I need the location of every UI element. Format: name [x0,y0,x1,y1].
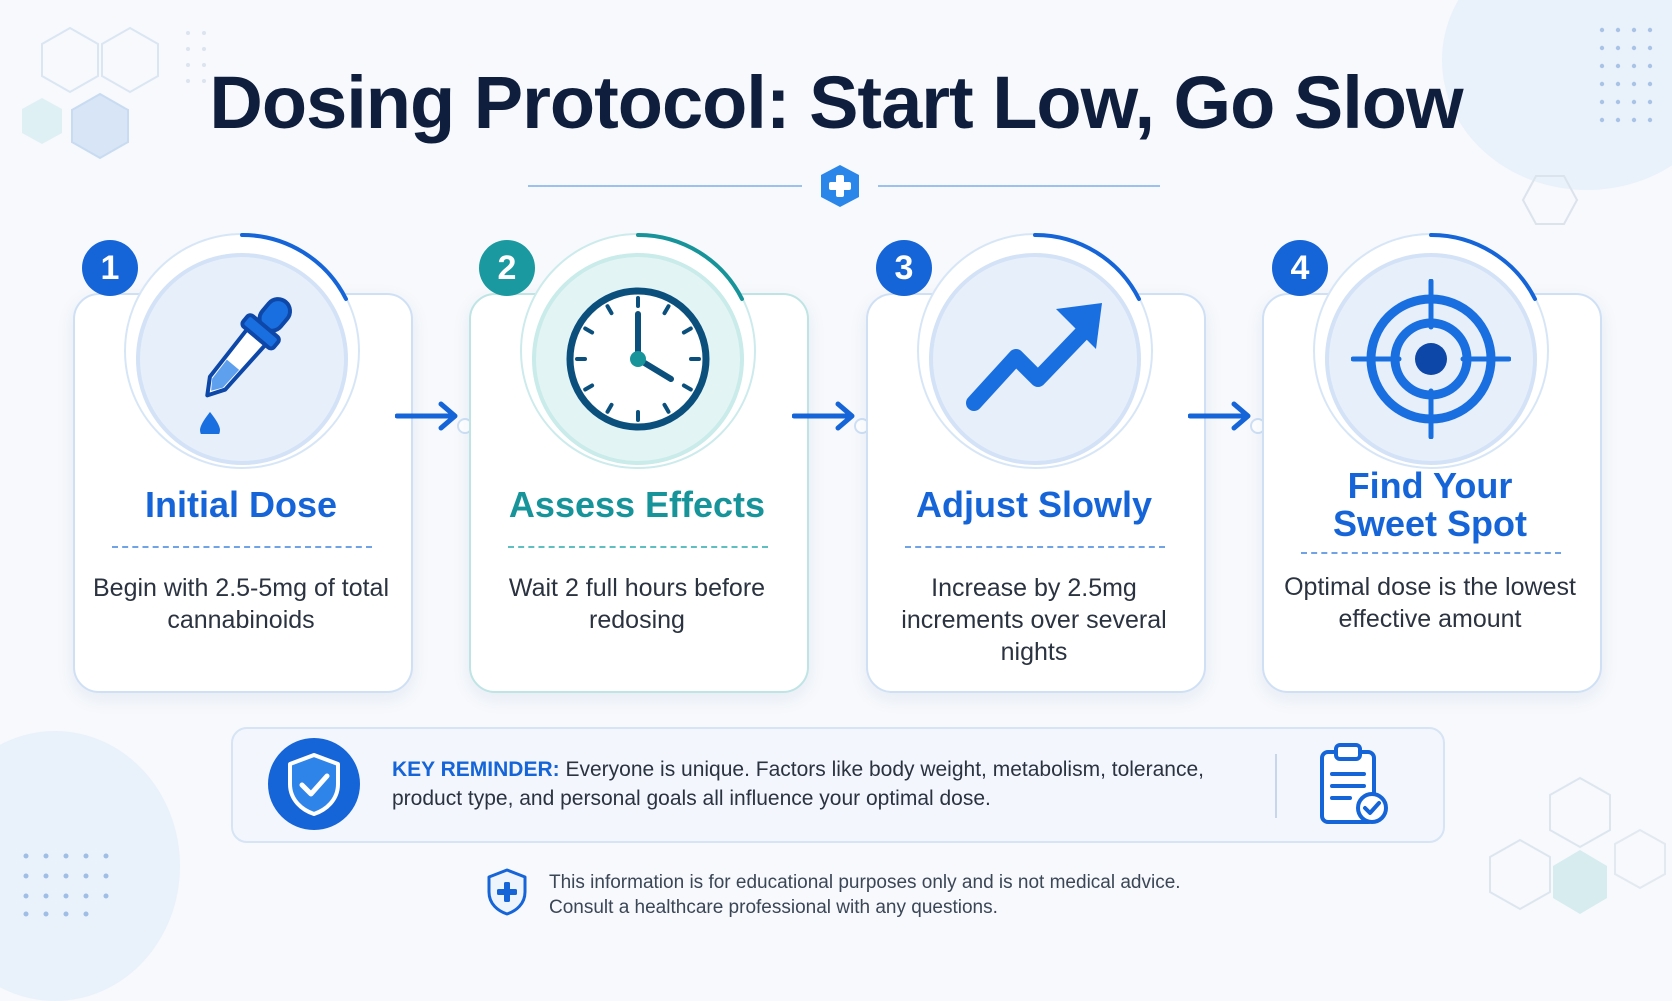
medical-cross-badge-icon [821,165,859,207]
step-number-badge: 4 [1272,240,1328,296]
clock-icon [566,287,710,431]
step-description: Wait 2 full hours before redosing [508,574,766,634]
step-divider [1301,552,1561,554]
key-reminder-label: KEY REMINDER: [392,758,560,781]
shield-cross-icon [487,868,527,916]
hexagon-cluster-decoration [22,26,159,160]
key-reminder-text: KEY REMINDER: Everyone is unique. Factor… [392,755,1262,813]
trend-up-arrow-icon [966,303,1102,411]
step-description: Begin with 2.5-5mg of total cannabinoids [93,574,389,634]
step-divider [508,546,768,548]
dot-grid-decoration [1599,27,1653,123]
shield-check-icon [268,738,360,830]
step-number-badge: 3 [876,240,932,296]
step-title: Find Your Sweet Spot [1332,465,1528,544]
progress-arc [1033,233,1141,301]
step-description: Optimal dose is the lowest effective amo… [1284,573,1576,633]
disclaimer-line-1: This information is for educational purp… [549,872,1181,893]
progress-arc [240,233,348,301]
flow-arrow-icon [1188,401,1266,434]
hexagon-decoration [1521,175,1579,225]
step-title: Assess Effects [508,484,766,525]
flow-arrow-icon [395,401,473,434]
reminder-divider [1275,754,1277,818]
dot-grid-decoration [186,31,206,83]
step-divider [112,546,372,548]
disclaimer-line-2: Consult a healthcare professional with a… [549,897,998,918]
progress-arc [1429,233,1537,301]
step-description: Increase by 2.5mg increments over severa… [901,574,1167,666]
page-title: Dosing Protocol: Start Low, Go Slow [209,61,1463,144]
step-number-badge: 1 [82,240,138,296]
title-divider-right [878,185,1160,187]
step-title: Adjust Slowly [915,484,1153,525]
step-icon-circle [1325,253,1537,465]
flow-arrow-icon [792,401,870,434]
target-icon [1351,279,1511,439]
hexagon-cluster-decoration [1489,776,1666,914]
key-reminder-body: Everyone is unique. Factors like body we… [392,758,1204,810]
step-icon-circle [136,253,348,465]
clipboard-check-icon [1320,743,1388,824]
step-title: Initial Dose [144,484,338,525]
step-number-badge: 2 [479,240,535,296]
dot-grid-decoration [23,853,109,917]
dropper-icon [200,297,292,434]
progress-arc [636,233,744,301]
step-icon-circle [929,253,1141,465]
step-icon-circle [532,253,744,465]
disclaimer-text: This information is for educational purp… [549,870,1269,920]
title-divider-left [528,185,802,187]
key-reminder-panel [231,727,1445,843]
step-divider [905,546,1165,548]
